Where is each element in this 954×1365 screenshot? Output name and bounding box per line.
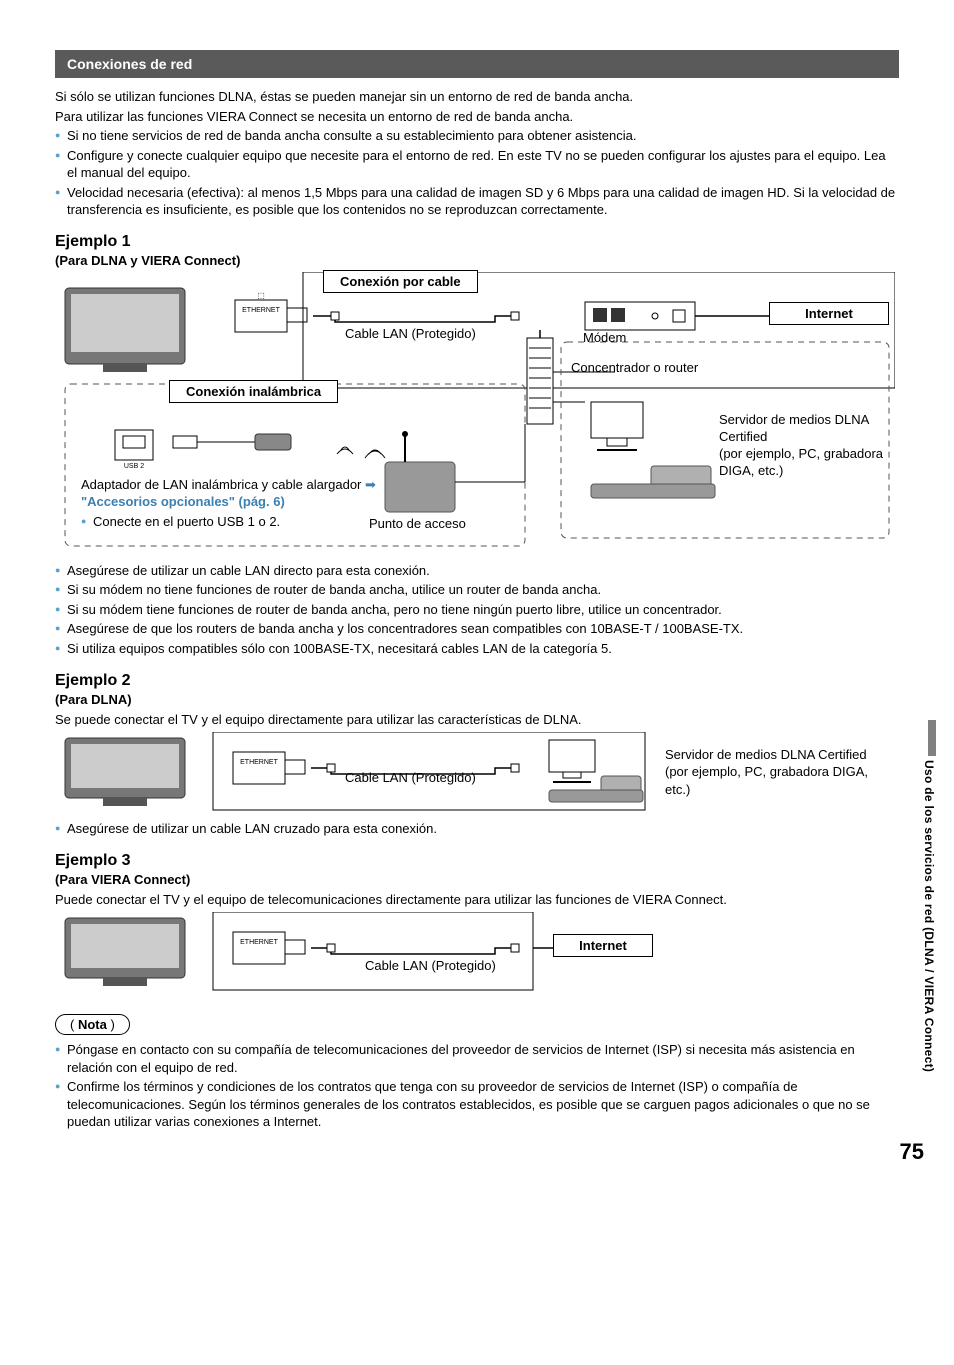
intro-bullet: Si no tiene servicios de red de banda an… — [55, 127, 899, 145]
example2-diagram: ETHERNET Servidor de medios DLNA Certifi… — [55, 732, 899, 812]
example3-sub: (Para VIERA Connect) — [55, 872, 899, 887]
intro-p2: Para utilizar las funciones VIERA Connec… — [55, 108, 899, 126]
nota-label: ( Nota ) — [55, 1014, 130, 1035]
section-header: Conexiones de red — [55, 50, 899, 78]
svg-text:ETHERNET: ETHERNET — [242, 307, 280, 314]
example3-diagram: ETHERNET Internet Cable LAN (Protegido) — [55, 912, 899, 992]
side-section-title: Uso de los servicios de red (DLNA / VIER… — [922, 760, 936, 1072]
ex3-cable-label: Cable LAN (Protegido) — [365, 958, 496, 973]
example2-sub: (Para DLNA) — [55, 692, 899, 707]
svg-text:ETHERNET: ETHERNET — [240, 759, 278, 766]
example1-sub: (Para DLNA y VIERA Connect) — [55, 253, 899, 268]
example1-title: Ejemplo 1 — [55, 233, 899, 251]
ex1-bullet: Asegúrese de que los routers de banda an… — [55, 620, 899, 638]
intro-p1: Si sólo se utilizan funciones DLNA, ésta… — [55, 88, 899, 106]
example3-title: Ejemplo 3 — [55, 852, 899, 870]
wired-connection-label: Conexión por cable — [323, 270, 478, 293]
ex1-bullet: Asegúrese de utilizar un cable LAN direc… — [55, 562, 899, 580]
ex3-internet-label: Internet — [553, 934, 653, 957]
modem-label: Módem — [583, 330, 626, 345]
example2-title: Ejemplo 2 — [55, 672, 899, 690]
side-tab — [928, 720, 936, 756]
dlna-server-label: Servidor de medios DLNA Certified (por e… — [719, 412, 895, 480]
ex1-bullet: Si utiliza equipos compatibles sólo con … — [55, 640, 899, 658]
svg-text:USB 2: USB 2 — [124, 463, 144, 470]
wireless-connection-label: Conexión inalámbrica — [169, 380, 338, 403]
ex1-bullets: Asegúrese de utilizar un cable LAN direc… — [55, 562, 899, 658]
page-number: 75 — [900, 1139, 924, 1165]
svg-text:ETHERNET: ETHERNET — [240, 939, 278, 946]
example3-desc: Puede conectar el TV y el equipo de tele… — [55, 891, 899, 909]
svg-text:⬚: ⬚ — [257, 291, 265, 300]
ex2-bullets: Asegúrese de utilizar un cable LAN cruza… — [55, 820, 899, 838]
intro-bullets: Si no tiene servicios de red de banda an… — [55, 127, 899, 219]
ex2-server-label: Servidor de medios DLNA Certified (por e… — [665, 746, 885, 799]
cable-lan-label: Cable LAN (Protegido) — [345, 326, 476, 341]
ex1-bullet: Si su módem tiene funciones de router de… — [55, 601, 899, 619]
intro-bullet: Velocidad necesaria (efectiva): al menos… — [55, 184, 899, 219]
hub-router-label: Concentrador o router — [571, 360, 698, 375]
example1-diagram: ⬚ ETHERNET — [55, 272, 895, 552]
example2-desc: Se puede conectar el TV y el equipo dire… — [55, 711, 899, 729]
ex2-bullet: Asegúrese de utilizar un cable LAN cruza… — [55, 820, 899, 838]
nota-section: ( Nota ) Póngase en contacto con su comp… — [55, 1006, 899, 1131]
nota-bullet: Confirme los términos y condiciones de l… — [55, 1078, 899, 1131]
ex1-bullet: Si su módem no tiene funciones de router… — [55, 581, 899, 599]
access-point-label: Punto de acceso — [369, 516, 466, 531]
intro-bullet: Configure y conecte cualquier equipo que… — [55, 147, 899, 182]
nota-bullet: Póngase en contacto con su compañía de t… — [55, 1041, 899, 1076]
internet-label: Internet — [769, 302, 889, 325]
